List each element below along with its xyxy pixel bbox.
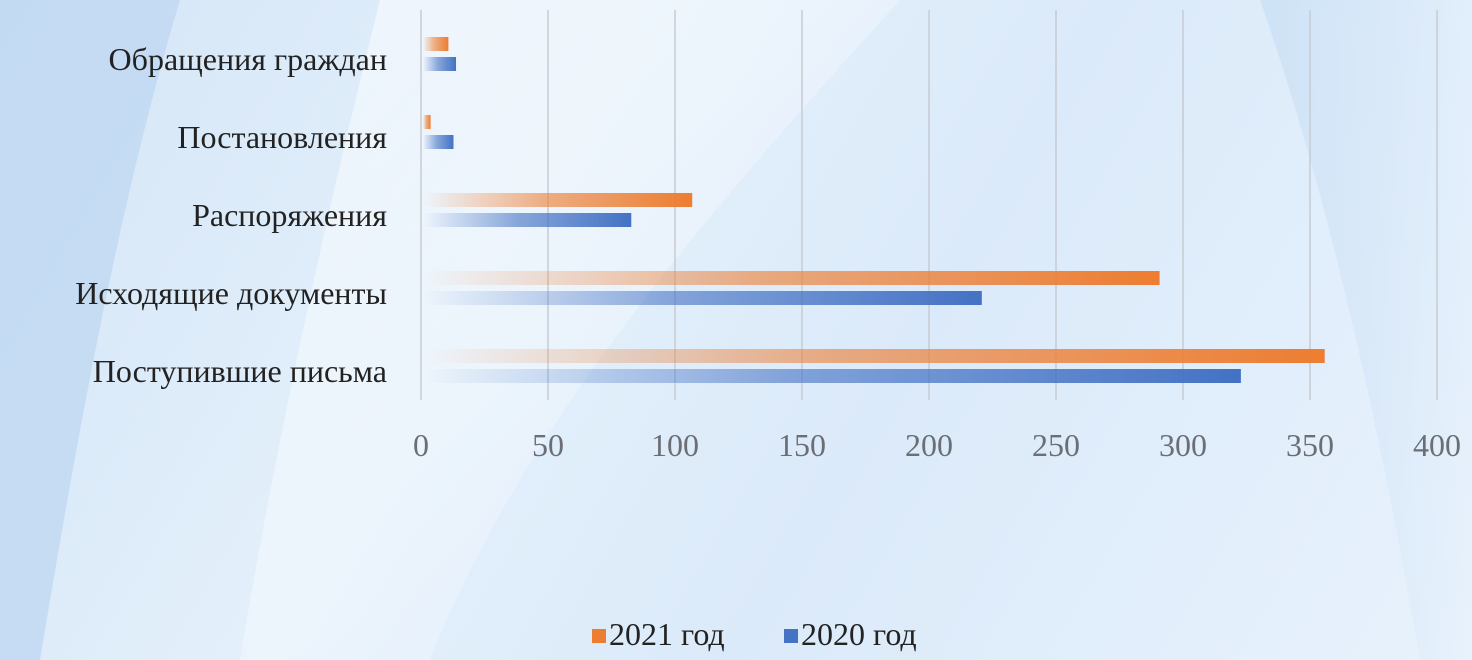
x-tick-label: 200 [905,427,953,463]
x-tick-label: 350 [1286,427,1334,463]
bar-series-a [423,37,449,51]
bar-series-b [423,213,632,227]
x-tick-label: 300 [1159,427,1207,463]
x-tick-label: 150 [778,427,826,463]
category-labels: Обращения граждан Постановления Распоряжен… [75,41,387,389]
legend: 2021 год 2020 год [592,616,917,652]
category-label: Поступившие письма [93,353,387,389]
x-tick-label: 0 [413,427,429,463]
category-label: Постановления [177,119,387,155]
legend-swatch [592,629,606,643]
bar-series-a [423,115,431,129]
x-tick-label: 100 [651,427,699,463]
bar-series-b [423,291,982,305]
x-tick-label: 250 [1032,427,1080,463]
legend-swatch [784,629,798,643]
bar-series-a [423,349,1325,363]
category-label: Обращения граждан [109,41,387,77]
legend-label: 2020 год [801,616,917,652]
bar-series-b [423,369,1241,383]
bar-series-a [423,271,1160,285]
x-tick-label: 400 [1413,427,1461,463]
category-label: Распоряжения [192,197,387,233]
bars [423,37,1325,383]
bar-series-b [423,57,457,71]
x-tick-label: 50 [532,427,564,463]
x-axis-tick-labels: 0 50 100 150 200 250 300 350 400 [413,427,1461,463]
bar-series-b [423,135,454,149]
category-label: Исходящие документы [75,275,387,311]
bar-series-a [423,193,693,207]
legend-label: 2021 год [609,616,725,652]
